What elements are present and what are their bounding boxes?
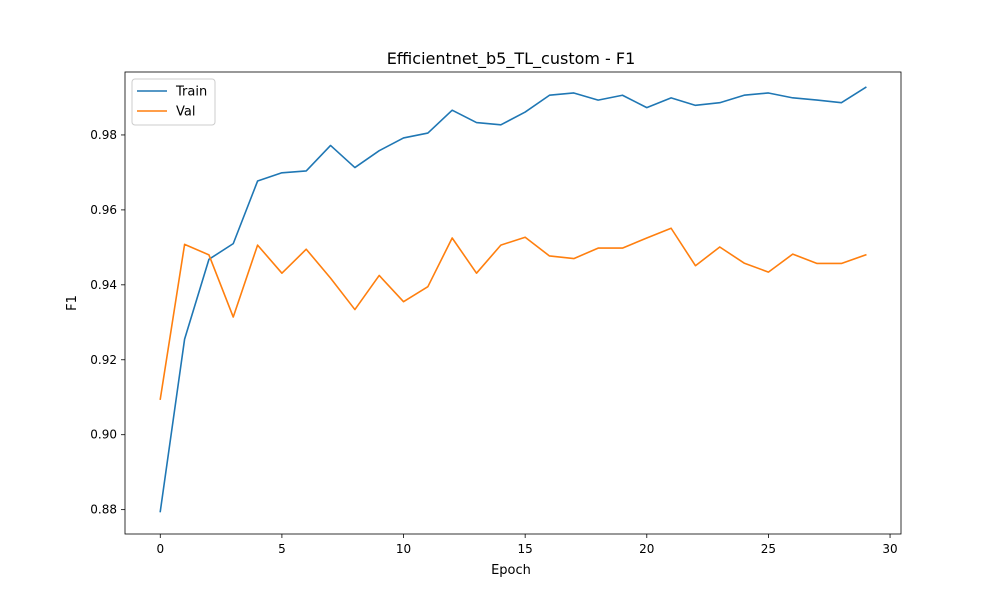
y-tick-label: 0.96 (90, 203, 117, 217)
legend: Train Val (131, 78, 216, 126)
series-line-val (159, 227, 867, 401)
x-tick-label: 0 (156, 542, 164, 556)
x-tick-label: 10 (396, 542, 411, 556)
x-tick-label: 20 (639, 542, 654, 556)
y-axis-label: F1 (65, 295, 80, 311)
x-tick-label: 15 (518, 542, 533, 556)
x-tick-label: 5 (278, 542, 286, 556)
y-tick-label: 0.94 (90, 278, 117, 292)
plot-frame (124, 71, 902, 535)
legend-label-val: Val (176, 105, 195, 120)
x-tick-label: 25 (761, 542, 776, 556)
plot-area: 0 5 10 15 20 25 30 0.88 0.90 0.92 0.94 0.96 0.98 (90, 71, 902, 556)
x-axis-label: Epoch (491, 563, 531, 578)
y-tick-label: 0.98 (90, 128, 117, 142)
chart-title: Efficientnet_b5_TL_custom - F1 (387, 49, 636, 69)
y-tick-label: 0.92 (90, 353, 117, 367)
legend-label-train: Train (175, 85, 207, 100)
y-tick-label: 0.90 (90, 428, 117, 442)
series-line-train (159, 86, 867, 513)
y-tick-label: 0.88 (90, 503, 117, 517)
x-tick-label: 30 (882, 542, 897, 556)
